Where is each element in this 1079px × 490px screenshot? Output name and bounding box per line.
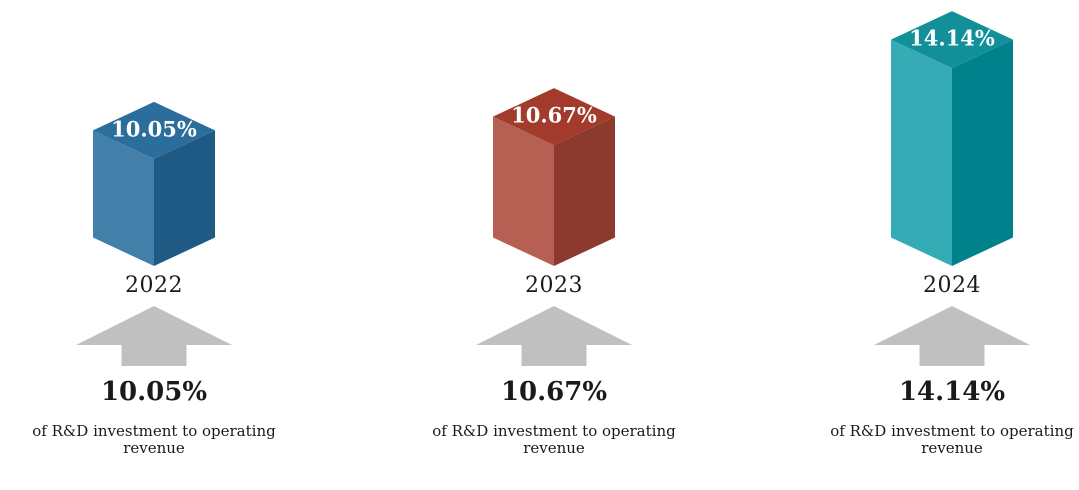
year-label: 2023: [525, 273, 583, 298]
pillar-2022-left-face: [93, 130, 154, 266]
pillar-2024-top-face: [891, 11, 1013, 69]
year-column-2023: 10.67% 2023 10.67% of R&D investment to …: [404, 0, 704, 490]
pillar-3d-bar-2022: 10.05%: [93, 101, 215, 266]
pillar-3d-bar-2024: 14.14%: [891, 11, 1013, 267]
percent-description: of R&D investment to operating revenue: [32, 422, 276, 457]
pillar-top-value-label: 10.05%: [111, 116, 197, 141]
percent-description: of R&D investment to operating revenue: [830, 422, 1074, 457]
pillar-3d-bar-2023: 10.67%: [493, 88, 615, 266]
pillar-top-value-label: 10.67%: [511, 103, 597, 128]
pillar-2024-left-face: [891, 39, 952, 267]
year-column-2024: 14.14% 2024 14.14% of R&D investment to …: [802, 0, 1079, 490]
year-label: 2022: [125, 273, 183, 298]
percent-value: 14.14%: [898, 377, 1006, 407]
up-arrow-shape: [476, 306, 632, 366]
pillar-2023-left-face: [493, 116, 554, 266]
pillar-2022-top-face: [93, 101, 215, 159]
up-arrow-icon: [76, 306, 232, 366]
up-arrow-icon: [476, 306, 632, 366]
percent-value: 10.05%: [100, 377, 208, 407]
up-arrow-shape: [76, 306, 232, 366]
up-arrow-shape: [874, 306, 1030, 366]
percent-description: of R&D investment to operating revenue: [432, 422, 676, 457]
year-label: 2024: [923, 273, 981, 298]
pillar-2023-top-face: [493, 88, 615, 146]
percent-value: 10.67%: [500, 377, 608, 407]
pillar-2024-right-face: [952, 39, 1013, 267]
pillar-top-value-label: 14.14%: [909, 26, 995, 51]
up-arrow-icon: [874, 306, 1030, 366]
pillar-2022-right-face: [154, 130, 215, 266]
pillar-2023-right-face: [554, 116, 615, 266]
year-column-2022: 10.05% 2022 10.05% of R&D investment to …: [4, 0, 304, 490]
